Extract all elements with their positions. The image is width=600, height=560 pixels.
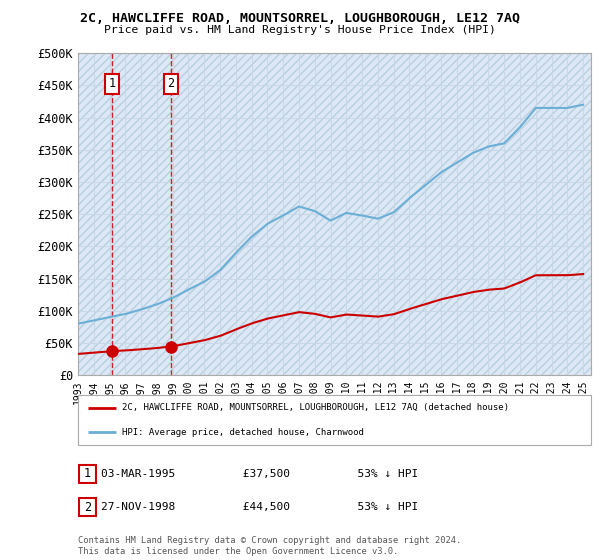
- FancyBboxPatch shape: [79, 465, 96, 483]
- Text: 1: 1: [109, 77, 116, 90]
- FancyBboxPatch shape: [78, 395, 591, 445]
- Text: 2C, HAWCLIFFE ROAD, MOUNTSORREL, LOUGHBOROUGH, LE12 7AQ (detached house): 2C, HAWCLIFFE ROAD, MOUNTSORREL, LOUGHBO…: [122, 403, 509, 412]
- Text: 2: 2: [167, 77, 175, 90]
- Text: 1: 1: [84, 467, 91, 480]
- Text: 2C, HAWCLIFFE ROAD, MOUNTSORREL, LOUGHBOROUGH, LE12 7AQ: 2C, HAWCLIFFE ROAD, MOUNTSORREL, LOUGHBO…: [80, 12, 520, 25]
- Text: 03-MAR-1995          £37,500          53% ↓ HPI: 03-MAR-1995 £37,500 53% ↓ HPI: [101, 469, 418, 479]
- FancyBboxPatch shape: [79, 498, 96, 516]
- Text: 2: 2: [84, 501, 91, 514]
- Text: Contains HM Land Registry data © Crown copyright and database right 2024.
This d: Contains HM Land Registry data © Crown c…: [78, 536, 461, 556]
- Text: 27-NOV-1998          £44,500          53% ↓ HPI: 27-NOV-1998 £44,500 53% ↓ HPI: [101, 502, 418, 512]
- Text: Price paid vs. HM Land Registry's House Price Index (HPI): Price paid vs. HM Land Registry's House …: [104, 25, 496, 35]
- Text: HPI: Average price, detached house, Charnwood: HPI: Average price, detached house, Char…: [122, 428, 364, 437]
